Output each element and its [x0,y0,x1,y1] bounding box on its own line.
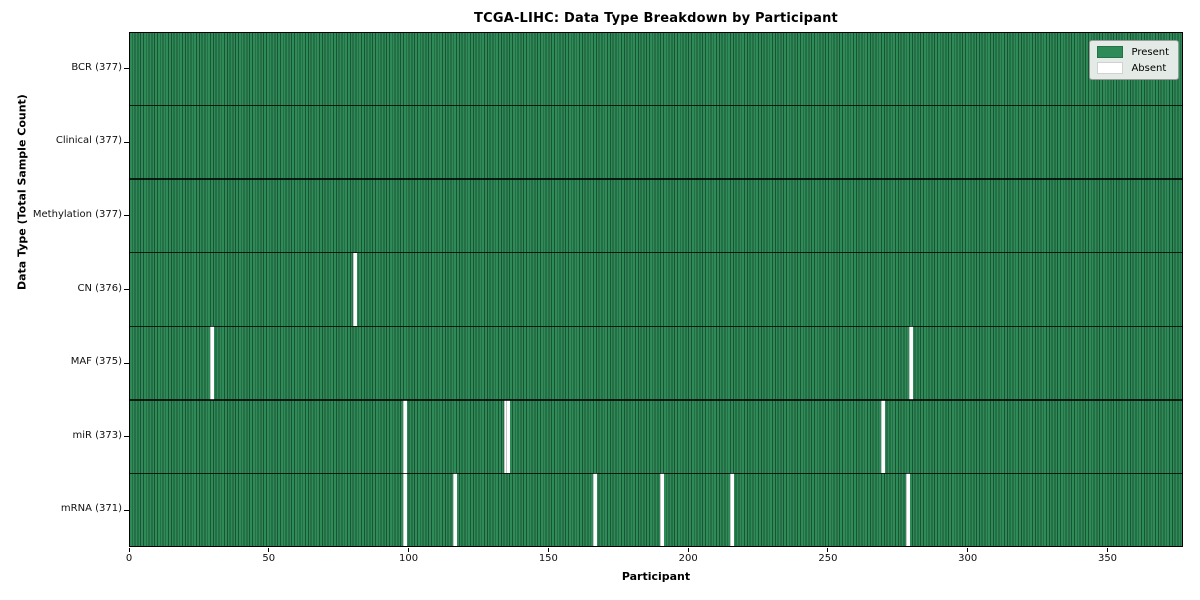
row-mir [129,399,1183,474]
x-tick-mark [827,548,829,552]
y-tick-label-clinical: Clinical (377) [55,135,122,147]
row-separator [129,104,1183,107]
legend: Present Absent [1089,40,1179,80]
y-tick-label-bcr: BCR (377) [71,61,122,73]
y-tick-label-cn: CN (376) [77,282,122,294]
x-tick-mark [1107,548,1108,552]
chart-title: TCGA-LIHC: Data Type Breakdown by Partic… [474,11,838,26]
x-tick-label-350: 350 [1097,553,1118,564]
absent-mark-mrna-278 [906,473,911,547]
participant-column-stripes [129,32,1183,547]
absent-mark-maf-29 [210,326,215,400]
x-tick-label-0: 0 [125,553,133,564]
x-tick-mark [408,548,410,552]
absent-mark-mrna-116 [453,473,458,547]
x-tick-mark [128,548,130,552]
y-tick-mark [124,215,129,217]
row-separator [129,252,1183,254]
x-tick-mark [547,548,549,552]
legend-label: Present [1131,46,1169,58]
y-tick-mark [124,141,129,143]
y-tick-label-methylation: Methylation (377) [32,208,122,220]
legend-swatch-absent [1097,62,1124,74]
row-mrna [129,473,1183,547]
y-tick-mark [124,68,129,70]
row-separator [129,472,1183,475]
absent-mark-mir-135 [506,399,511,474]
absent-mark-maf-279 [909,326,914,400]
legend-entry-present: Present [1097,46,1169,58]
absent-mark-mrna-190 [660,473,665,547]
x-tick-label-300: 300 [958,553,978,564]
y-tick-label-mir: miR (373) [72,429,122,441]
legend-swatch-present [1097,46,1124,58]
row-separator [129,325,1183,327]
y-tick-mark [124,436,129,438]
absent-mark-mir-269 [881,399,886,474]
absent-mark-mir-134 [503,399,508,474]
row-separator [129,178,1183,180]
y-tick-mark [124,362,129,364]
x-axis-title: Participant [621,570,691,583]
x-tick-label-150: 150 [538,553,558,564]
absent-mark-mrna-215 [730,473,735,547]
x-tick-label-200: 200 [678,553,698,564]
absent-mark-mir-98 [402,399,407,474]
y-tick-label-maf: MAF (375) [70,356,122,368]
y-tick-mark [124,509,129,511]
row-maf [129,326,1183,400]
x-tick-mark [967,548,969,552]
absent-mark-mrna-166 [593,473,598,547]
x-tick-label-50: 50 [262,553,276,564]
legend-entry-absent: Absent [1097,62,1169,74]
row-cn [129,252,1183,327]
x-tick-mark [268,548,270,552]
x-tick-label-250: 250 [818,553,838,564]
y-tick-mark [124,289,129,290]
row-separator [129,399,1183,401]
legend-label: Absent [1131,62,1167,74]
y-tick-label-mrna: mRNA (371) [60,503,122,515]
x-tick-mark [687,548,689,552]
absent-mark-mrna-98 [402,473,407,547]
heatmap-plot-area: Present Absent [129,32,1183,547]
absent-mark-cn-80 [352,252,357,327]
x-tick-label-100: 100 [399,553,419,564]
